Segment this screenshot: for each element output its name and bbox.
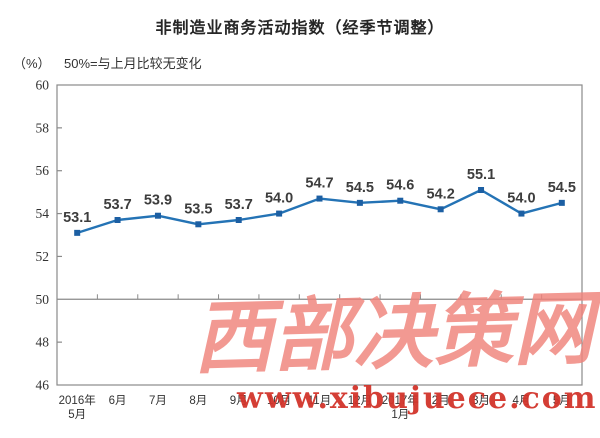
data-point-label: 54.7 xyxy=(305,176,333,192)
x-axis-tick-label: 10月 xyxy=(267,395,291,407)
x-axis-tick-label: 3月 xyxy=(472,395,490,407)
y-axis-tick-label: 46 xyxy=(36,378,50,393)
data-point-label: 54.6 xyxy=(386,178,414,194)
data-point-label: 54.5 xyxy=(548,180,576,196)
data-point-marker xyxy=(397,197,404,204)
y-axis-tick-label: 52 xyxy=(36,249,50,264)
y-axis-tick-label: 54 xyxy=(36,206,50,221)
x-axis-tick-label: 2月 xyxy=(432,395,450,407)
reference-line-note: 50%=与上月比较无变化 xyxy=(64,56,202,71)
y-axis-tick-label: 58 xyxy=(36,120,50,135)
data-point-label: 53.5 xyxy=(184,201,212,217)
data-point-marker xyxy=(437,206,444,213)
data-point-marker xyxy=(235,217,242,223)
x-axis-tick-label: 6月 xyxy=(109,395,127,407)
data-point-label: 54.0 xyxy=(265,191,293,207)
data-point-marker xyxy=(356,199,363,206)
data-point-marker xyxy=(316,195,323,202)
x-axis-tick-label: 4月 xyxy=(512,395,530,407)
plot-border xyxy=(56,84,583,386)
data-point-marker xyxy=(518,210,525,217)
x-axis-tick-label: 2016年 5月 xyxy=(59,393,96,421)
x-axis-tick-label: 11月 xyxy=(308,395,331,407)
data-point-label: 53.9 xyxy=(144,193,172,209)
x-axis-tick-label: 2017年 1月 xyxy=(382,393,419,421)
y-axis-tick-label: 56 xyxy=(36,163,50,178)
data-point-label: 53.7 xyxy=(103,197,131,213)
data-point-marker xyxy=(114,217,121,223)
chart-title: 非制造业商务活动指数（经季节调整） xyxy=(155,20,445,37)
y-axis-tick-label: 50 xyxy=(36,292,50,307)
data-point-marker xyxy=(154,212,161,219)
data-point-marker xyxy=(195,221,202,228)
data-point-label: 54.2 xyxy=(427,186,455,202)
x-axis-tick-label: 12月 xyxy=(348,395,372,407)
data-point-marker xyxy=(558,199,565,206)
data-point-label: 53.7 xyxy=(225,197,253,213)
data-point-label: 55.1 xyxy=(467,167,495,183)
y-axis-tick-label: 60 xyxy=(36,78,50,93)
data-point-marker xyxy=(74,229,81,236)
data-point-marker xyxy=(478,187,485,193)
data-point-label: 53.1 xyxy=(63,210,91,226)
x-axis-tick-label: 8月 xyxy=(189,395,207,407)
y-axis-tick-label: 48 xyxy=(36,335,50,350)
x-axis-tick-label: 7月 xyxy=(149,395,167,407)
data-point-label: 54.0 xyxy=(507,191,535,207)
data-point-label: 54.5 xyxy=(346,180,374,196)
x-axis-tick-label: 5月 xyxy=(553,395,571,407)
data-point-marker xyxy=(276,210,283,217)
y-axis-unit-label: （%） xyxy=(13,56,51,71)
x-axis-tick-label: 9月 xyxy=(230,395,248,407)
